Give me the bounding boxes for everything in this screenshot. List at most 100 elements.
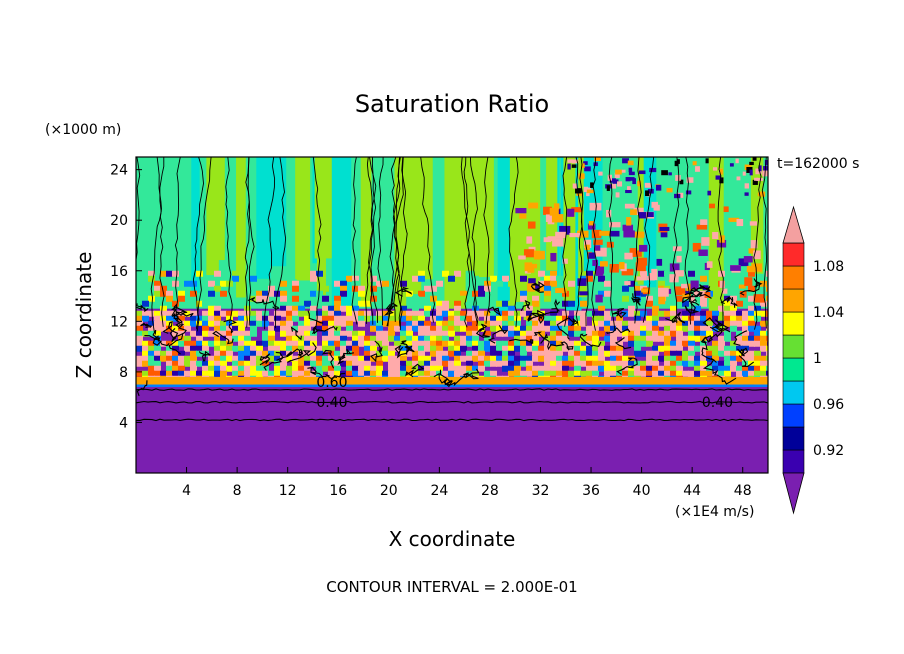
field-cell: [418, 270, 425, 277]
field-cell: [528, 202, 539, 209]
field-cell: [142, 360, 149, 367]
field-cell: [244, 350, 251, 357]
field-cell: [682, 310, 689, 317]
field-cell: [610, 365, 617, 372]
field-cell: [382, 340, 389, 347]
contour-line: [370, 157, 378, 323]
field-cell: [568, 350, 575, 357]
field-cell: [232, 270, 239, 277]
field-cell: [724, 305, 731, 312]
upper-column: [236, 157, 246, 298]
field-cell: [598, 315, 605, 322]
field-cell: [609, 222, 621, 228]
field-cell: [310, 305, 317, 312]
field-cell: [184, 355, 191, 362]
field-cell: [571, 207, 582, 213]
field-cell: [154, 340, 161, 347]
field-cell: [466, 325, 473, 332]
field-cell: [256, 350, 263, 357]
field-cell: [508, 315, 515, 322]
field-cell: [196, 325, 203, 332]
field-cell: [340, 340, 347, 347]
field-cell: [634, 315, 641, 322]
field-cell: [142, 310, 149, 317]
field-cell: [718, 335, 725, 342]
boundary-band: [136, 384, 768, 388]
field-cell: [646, 350, 653, 357]
field-cell: [418, 290, 425, 297]
field-cell: [202, 340, 209, 347]
y-tick-label: 24: [110, 163, 128, 179]
field-cell: [376, 310, 383, 317]
field-cell: [472, 330, 479, 337]
field-cell: [700, 290, 707, 297]
field-cell: [406, 315, 413, 322]
field-cell: [298, 325, 305, 332]
field-cell: [682, 360, 689, 367]
contour-line: [606, 327, 631, 334]
field-cell: [196, 270, 203, 277]
field-cell: [304, 300, 311, 307]
field-cell: [538, 320, 545, 327]
field-cell: [376, 340, 383, 347]
field-cell: [652, 325, 659, 332]
field-cell: [668, 172, 672, 176]
field-cell: [280, 365, 287, 372]
field-cell: [274, 325, 281, 332]
x-tick-label: 36: [582, 483, 600, 499]
field-cell: [568, 280, 575, 287]
field-cell: [568, 300, 575, 307]
field-cell: [274, 345, 281, 352]
field-cell: [724, 310, 731, 317]
contour-line: [665, 311, 686, 324]
field-cell: [196, 360, 203, 367]
field-cell: [346, 320, 353, 327]
field-cell: [364, 335, 371, 342]
field-cell: [508, 300, 515, 307]
field-cell: [719, 168, 723, 175]
field-cell: [346, 355, 353, 362]
field-cell: [406, 320, 413, 327]
field-cell: [466, 355, 473, 362]
y-tick-label: 20: [110, 213, 128, 229]
field-cell: [430, 370, 437, 377]
field-cell: [412, 305, 419, 312]
field-cell: [214, 320, 221, 327]
field-cell: [628, 325, 635, 332]
contour-line: [196, 157, 212, 332]
field-cell: [136, 360, 143, 367]
field-cell: [358, 330, 365, 337]
field-cell: [568, 330, 575, 337]
contour-line: [469, 157, 479, 326]
field-cell: [274, 370, 281, 377]
contour-line: [399, 157, 408, 331]
field-cell: [166, 365, 173, 372]
field-cell: [262, 330, 269, 337]
field-cell: [553, 203, 560, 210]
contour-line: [377, 157, 384, 326]
field-cell: [136, 310, 143, 317]
field-cell: [268, 340, 275, 347]
field-cell: [574, 315, 581, 322]
field-cell: [514, 355, 521, 362]
field-cell: [599, 261, 608, 267]
field-cell: [694, 325, 701, 332]
field-cell: [660, 229, 668, 238]
field-cell: [334, 280, 341, 287]
field-cell: [232, 360, 239, 367]
field-cell: [418, 335, 425, 342]
field-cell: [292, 325, 299, 332]
y-tick-label: 12: [110, 314, 128, 330]
field-cell: [736, 219, 744, 227]
field-cell: [694, 290, 701, 297]
field-cell: [766, 295, 768, 302]
field-cell: [334, 335, 341, 342]
field-cell: [616, 340, 623, 347]
field-cell: [633, 207, 644, 216]
field-cell: [724, 355, 731, 362]
field-cell: [604, 350, 611, 357]
contour-line: [460, 157, 470, 328]
field-cell: [196, 320, 203, 327]
field-cell: [577, 278, 587, 286]
